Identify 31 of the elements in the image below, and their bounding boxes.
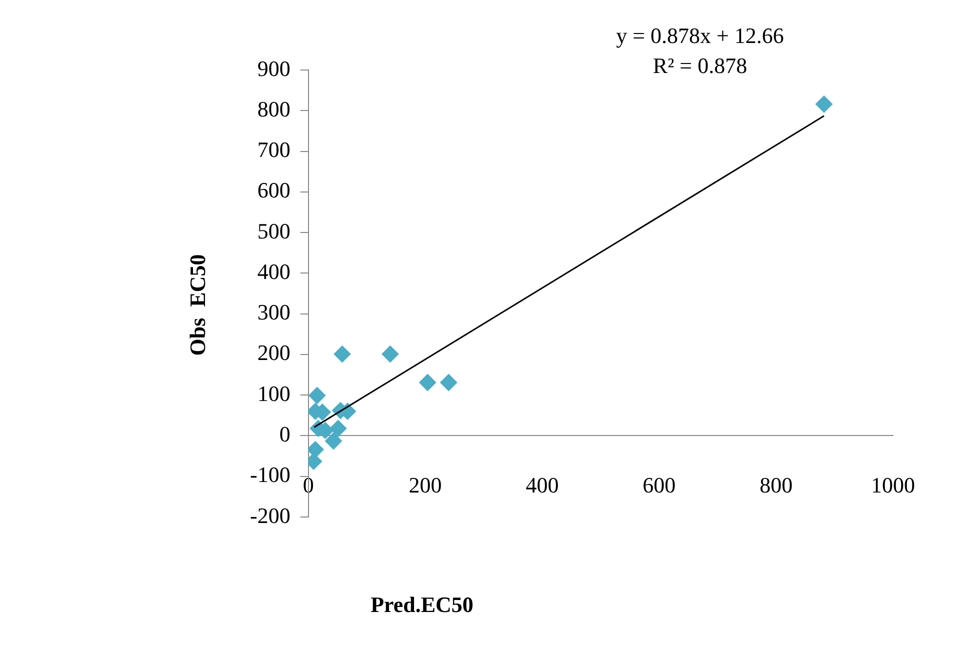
x-axis-title: Pred.EC50 xyxy=(370,592,474,617)
y-tick-label: 300 xyxy=(257,300,290,325)
x-tick-label: 1000 xyxy=(871,472,915,498)
annotation: R² = 0.878 xyxy=(652,53,748,78)
y-tick-label: 700 xyxy=(257,137,290,162)
point xyxy=(419,374,436,391)
point xyxy=(440,374,458,391)
point xyxy=(334,346,351,363)
y-tick-label: 100 xyxy=(257,380,290,406)
y-axis-title: Obs EC50 xyxy=(185,254,210,356)
y-tick-label: 600 xyxy=(257,178,290,203)
point xyxy=(330,420,347,437)
x-tick-label: 600 xyxy=(642,472,676,498)
point xyxy=(816,96,833,113)
x-tick-label: 400 xyxy=(526,472,559,498)
y-tick-label: 900 xyxy=(257,56,290,81)
y-tick-label: 500 xyxy=(257,218,290,244)
x-tick-label: 0 xyxy=(302,472,314,498)
y-tick-label: 400 xyxy=(257,258,290,284)
y-tick-label: 0 xyxy=(279,422,290,447)
point xyxy=(308,441,324,458)
point xyxy=(324,432,342,450)
x-tick-label: 800 xyxy=(760,472,793,498)
y-tick-label: 800 xyxy=(257,96,290,122)
point xyxy=(308,387,326,404)
y-tick-label: 200 xyxy=(257,340,290,366)
x-tick-label: 200 xyxy=(408,472,442,498)
point xyxy=(382,346,399,363)
y-tick-label: -200 xyxy=(250,502,290,528)
y-tick-label: -100 xyxy=(250,462,290,488)
text: y = 0.878x + 12.66 xyxy=(616,23,784,48)
